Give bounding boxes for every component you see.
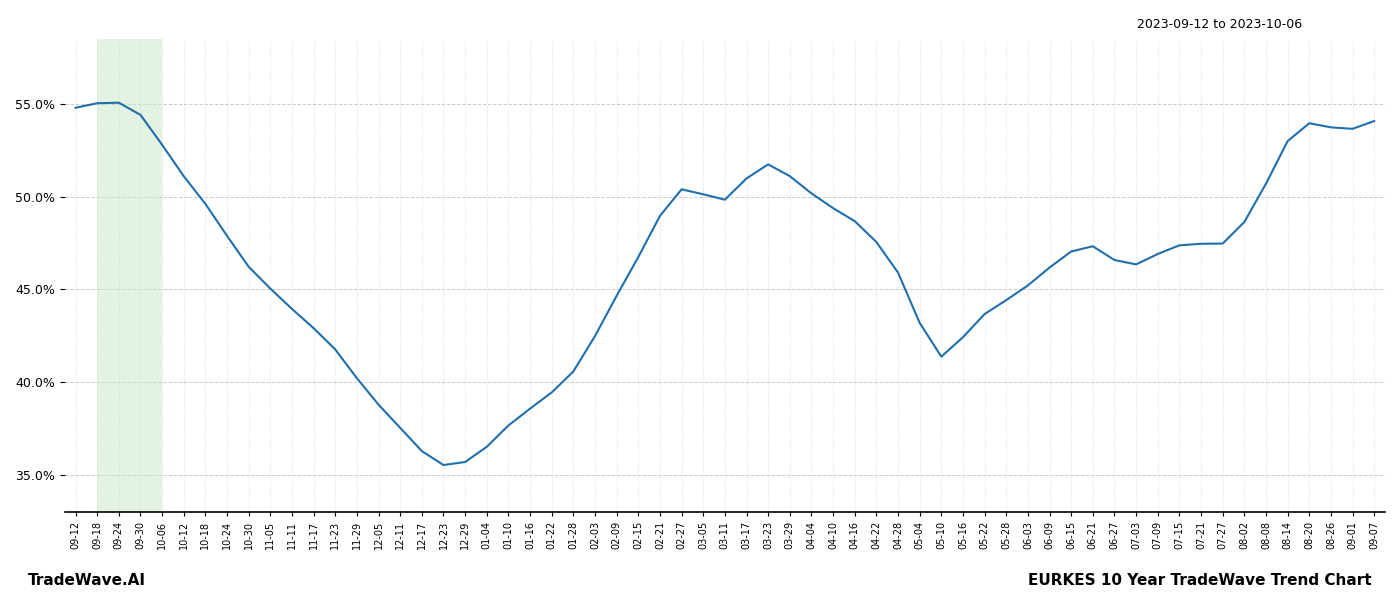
Text: EURKES 10 Year TradeWave Trend Chart: EURKES 10 Year TradeWave Trend Chart bbox=[1029, 573, 1372, 588]
Bar bbox=[97, 39, 162, 512]
Text: TradeWave.AI: TradeWave.AI bbox=[28, 573, 146, 588]
Text: 2023-09-12 to 2023-10-06: 2023-09-12 to 2023-10-06 bbox=[1137, 18, 1302, 31]
